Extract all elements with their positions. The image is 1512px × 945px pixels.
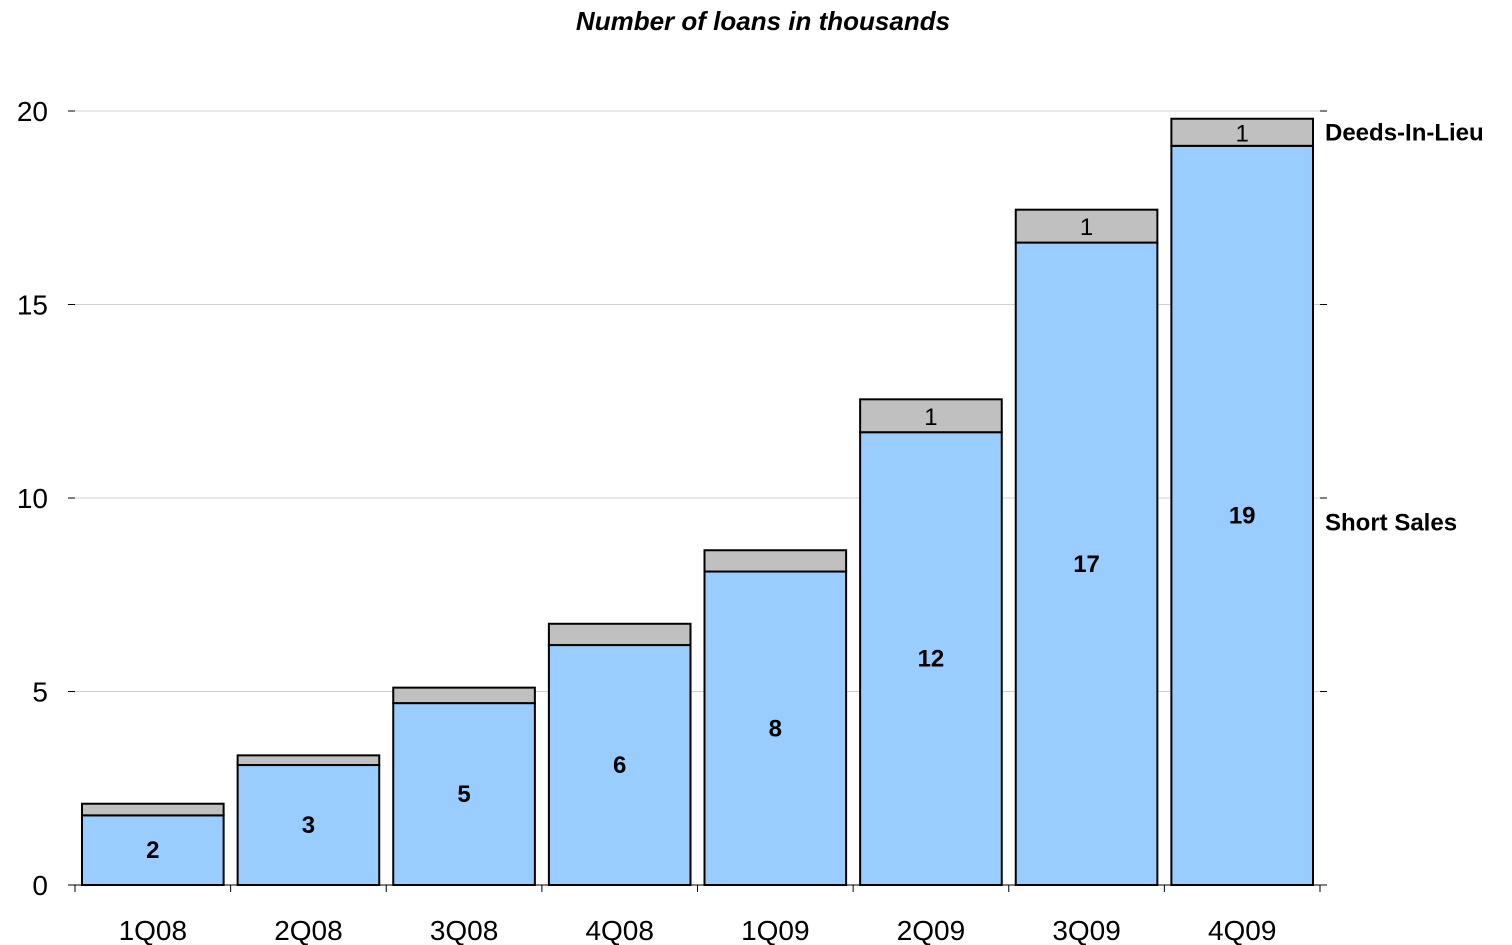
data-label: 1: [924, 404, 937, 431]
data-labels: 2 3 5 6 8 12 1 17 1 19 1: [146, 120, 1255, 864]
bar-deeds-in-lieu: [1014, 208, 1159, 244]
data-label: 1: [1236, 120, 1249, 147]
data-label: 2: [146, 837, 159, 864]
chart-title: Number of loans in thousands: [576, 6, 950, 36]
series-labels: Short Sales Deeds-In-Lieu: [1325, 120, 1484, 537]
bars: [81, 117, 1314, 887]
bar-short-sales: [81, 814, 225, 887]
data-label: 6: [613, 752, 626, 779]
bar-deeds-in-lieu: [859, 398, 1003, 434]
x-tick-label: 3Q09: [1052, 915, 1121, 945]
bar-deeds-in-lieu: [236, 754, 381, 767]
data-label: 12: [918, 646, 945, 673]
data-label: 19: [1229, 502, 1256, 529]
x-tick-label: 1Q09: [741, 915, 810, 945]
bar-short-sales: [859, 431, 1003, 886]
data-label: 8: [769, 715, 782, 742]
y-tick-label: 20: [17, 96, 48, 127]
data-label: 3: [302, 812, 315, 839]
bar-deeds-in-lieu: [392, 686, 536, 705]
data-label: 5: [457, 781, 470, 808]
legend-label: Deeds-In-Lieu: [1325, 120, 1484, 147]
data-label: 17: [1073, 551, 1100, 578]
x-tick-label: 3Q08: [430, 915, 499, 945]
x-tick-label: 4Q09: [1208, 915, 1277, 945]
y-tick-label: 0: [32, 870, 48, 901]
bar-short-sales: [547, 644, 692, 886]
bar-short-sales: [392, 702, 536, 886]
x-tick-label: 2Q08: [274, 915, 343, 945]
y-tick-label: 5: [32, 677, 48, 708]
bar-deeds-in-lieu: [703, 549, 848, 573]
y-tick-label: 15: [17, 290, 48, 321]
x-tick-label: 2Q09: [897, 915, 966, 945]
x-tick-label: 1Q08: [119, 915, 188, 945]
x-tick-label: 4Q08: [585, 915, 654, 945]
bar-deeds-in-lieu: [1170, 117, 1314, 147]
legend-label: Short Sales: [1325, 509, 1457, 536]
bar-short-sales: [703, 570, 848, 887]
bar-deeds-in-lieu: [547, 622, 692, 647]
data-label: 1: [1080, 214, 1093, 241]
bar-deeds-in-lieu: [81, 802, 225, 817]
bar-short-sales: [1014, 241, 1159, 886]
y-tick-label: 10: [17, 483, 48, 514]
